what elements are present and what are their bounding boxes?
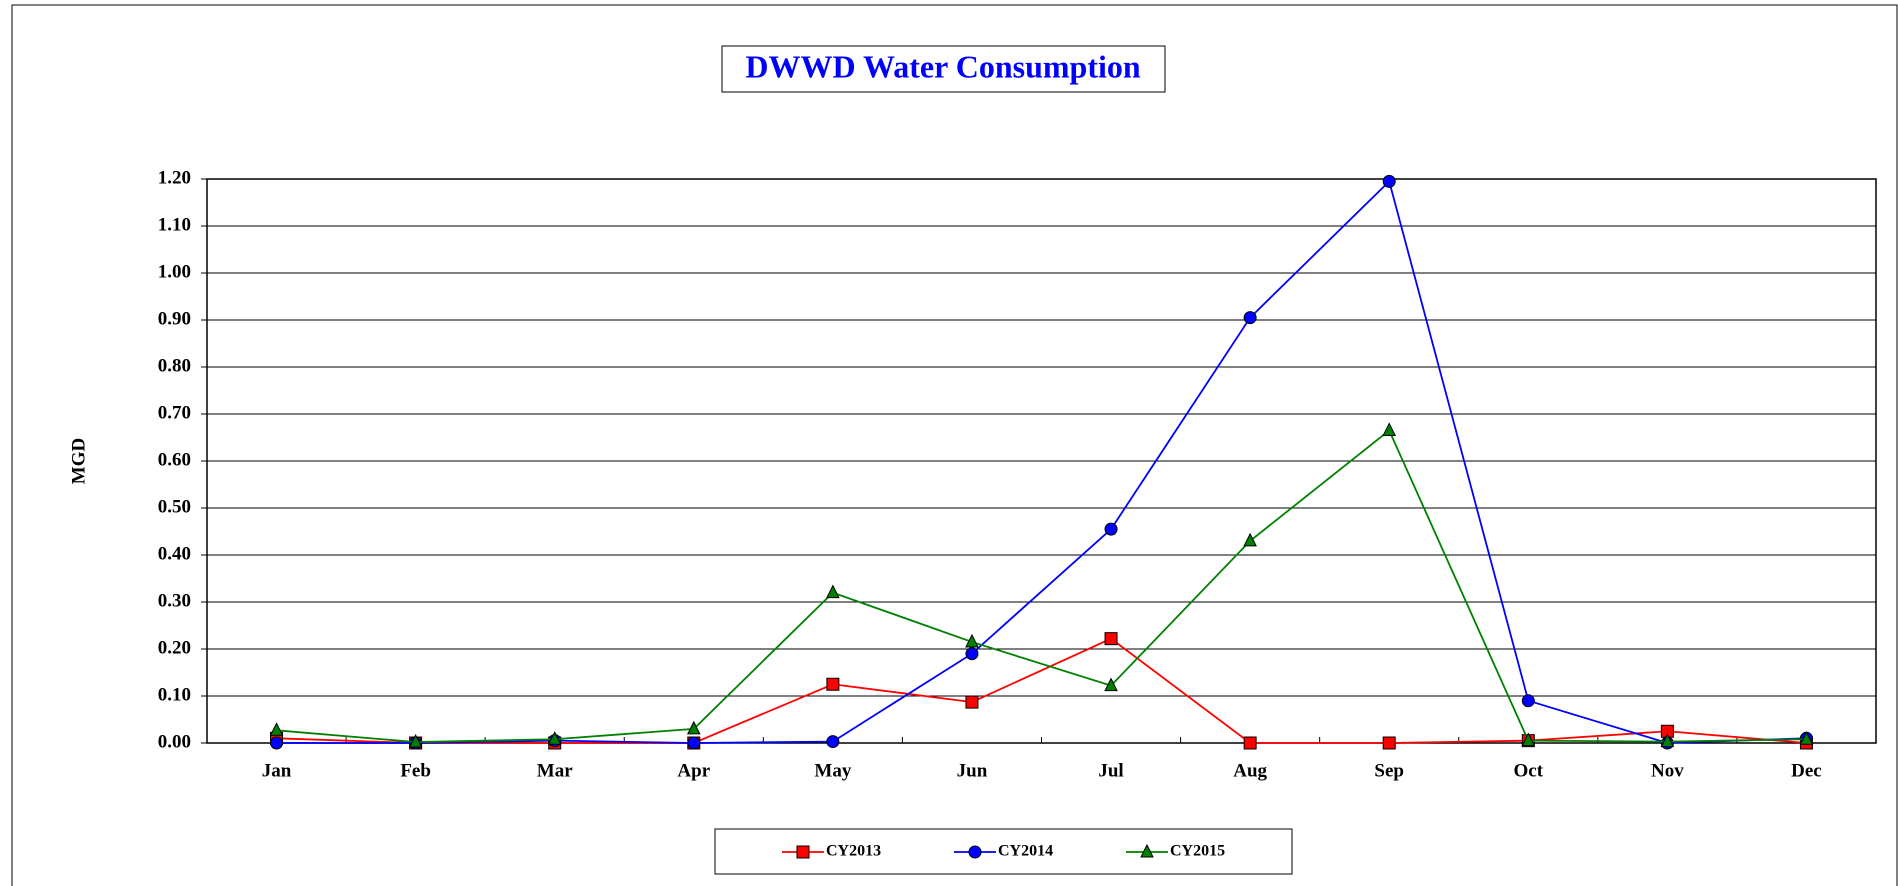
marker	[686, 720, 701, 735]
x-tick-label: Apr	[677, 760, 710, 781]
marker	[1799, 731, 1814, 745]
x-tick-label: Jun	[957, 760, 988, 781]
y-tick-label: 0.60	[158, 449, 191, 470]
marker	[270, 736, 284, 750]
marker	[1243, 311, 1257, 325]
marker	[1104, 522, 1118, 536]
y-tick-label: 1.20	[158, 167, 191, 188]
marker	[1104, 677, 1118, 692]
marker	[1104, 632, 1118, 646]
marker	[269, 722, 284, 736]
marker	[1140, 843, 1154, 858]
marker	[1660, 733, 1675, 748]
marker	[965, 633, 979, 648]
legend-label: CY2013	[826, 843, 881, 860]
title-box	[721, 45, 1166, 93]
x-tick-label: May	[814, 760, 851, 781]
marker	[1243, 532, 1257, 547]
marker	[968, 845, 982, 859]
y-tick-label: 1.10	[158, 214, 191, 235]
marker	[1382, 736, 1396, 750]
series-line	[276, 179, 1807, 744]
legend-label: CY2015	[1170, 843, 1225, 860]
marker	[826, 677, 840, 691]
x-tick-label: Feb	[400, 760, 431, 781]
y-tick-label: 0.80	[158, 355, 191, 376]
series-line	[276, 429, 1807, 743]
y-tick-label: 0.20	[158, 637, 191, 658]
y-tick-label: 0.10	[158, 684, 191, 705]
x-tick-label: Jan	[262, 760, 292, 781]
x-tick-label: Nov	[1651, 760, 1684, 781]
x-tick-label: Aug	[1233, 760, 1267, 781]
marker	[965, 647, 979, 661]
y-tick-label: 1.00	[158, 261, 191, 282]
x-tick-label: Sep	[1374, 760, 1404, 781]
y-tick-label: 0.70	[158, 402, 191, 423]
y-tick-label: 0.40	[158, 543, 191, 564]
marker	[826, 584, 840, 599]
x-tick-label: Jul	[1098, 760, 1123, 781]
marker	[687, 736, 701, 750]
marker	[547, 731, 562, 745]
marker	[1382, 174, 1396, 188]
y-axis-label: MGD	[68, 438, 89, 484]
x-tick-label: Oct	[1514, 760, 1544, 781]
y-tick-label: 0.30	[158, 590, 191, 611]
marker	[1243, 736, 1257, 750]
chart-title: DWWD Water Consumption	[745, 48, 1141, 84]
legend-label: CY2014	[998, 843, 1053, 860]
marker	[826, 735, 840, 749]
marker	[796, 845, 810, 859]
x-tick-label: Mar	[537, 760, 573, 781]
y-tick-label: 0.00	[158, 731, 191, 752]
marker	[1521, 694, 1535, 708]
marker	[1521, 732, 1536, 747]
y-tick-label: 0.50	[158, 496, 191, 517]
y-tick-label: 0.90	[158, 308, 191, 329]
marker	[965, 695, 979, 709]
marker	[408, 733, 423, 748]
marker	[1382, 422, 1397, 436]
series-line	[276, 637, 1807, 744]
x-tick-label: Dec	[1791, 760, 1822, 781]
